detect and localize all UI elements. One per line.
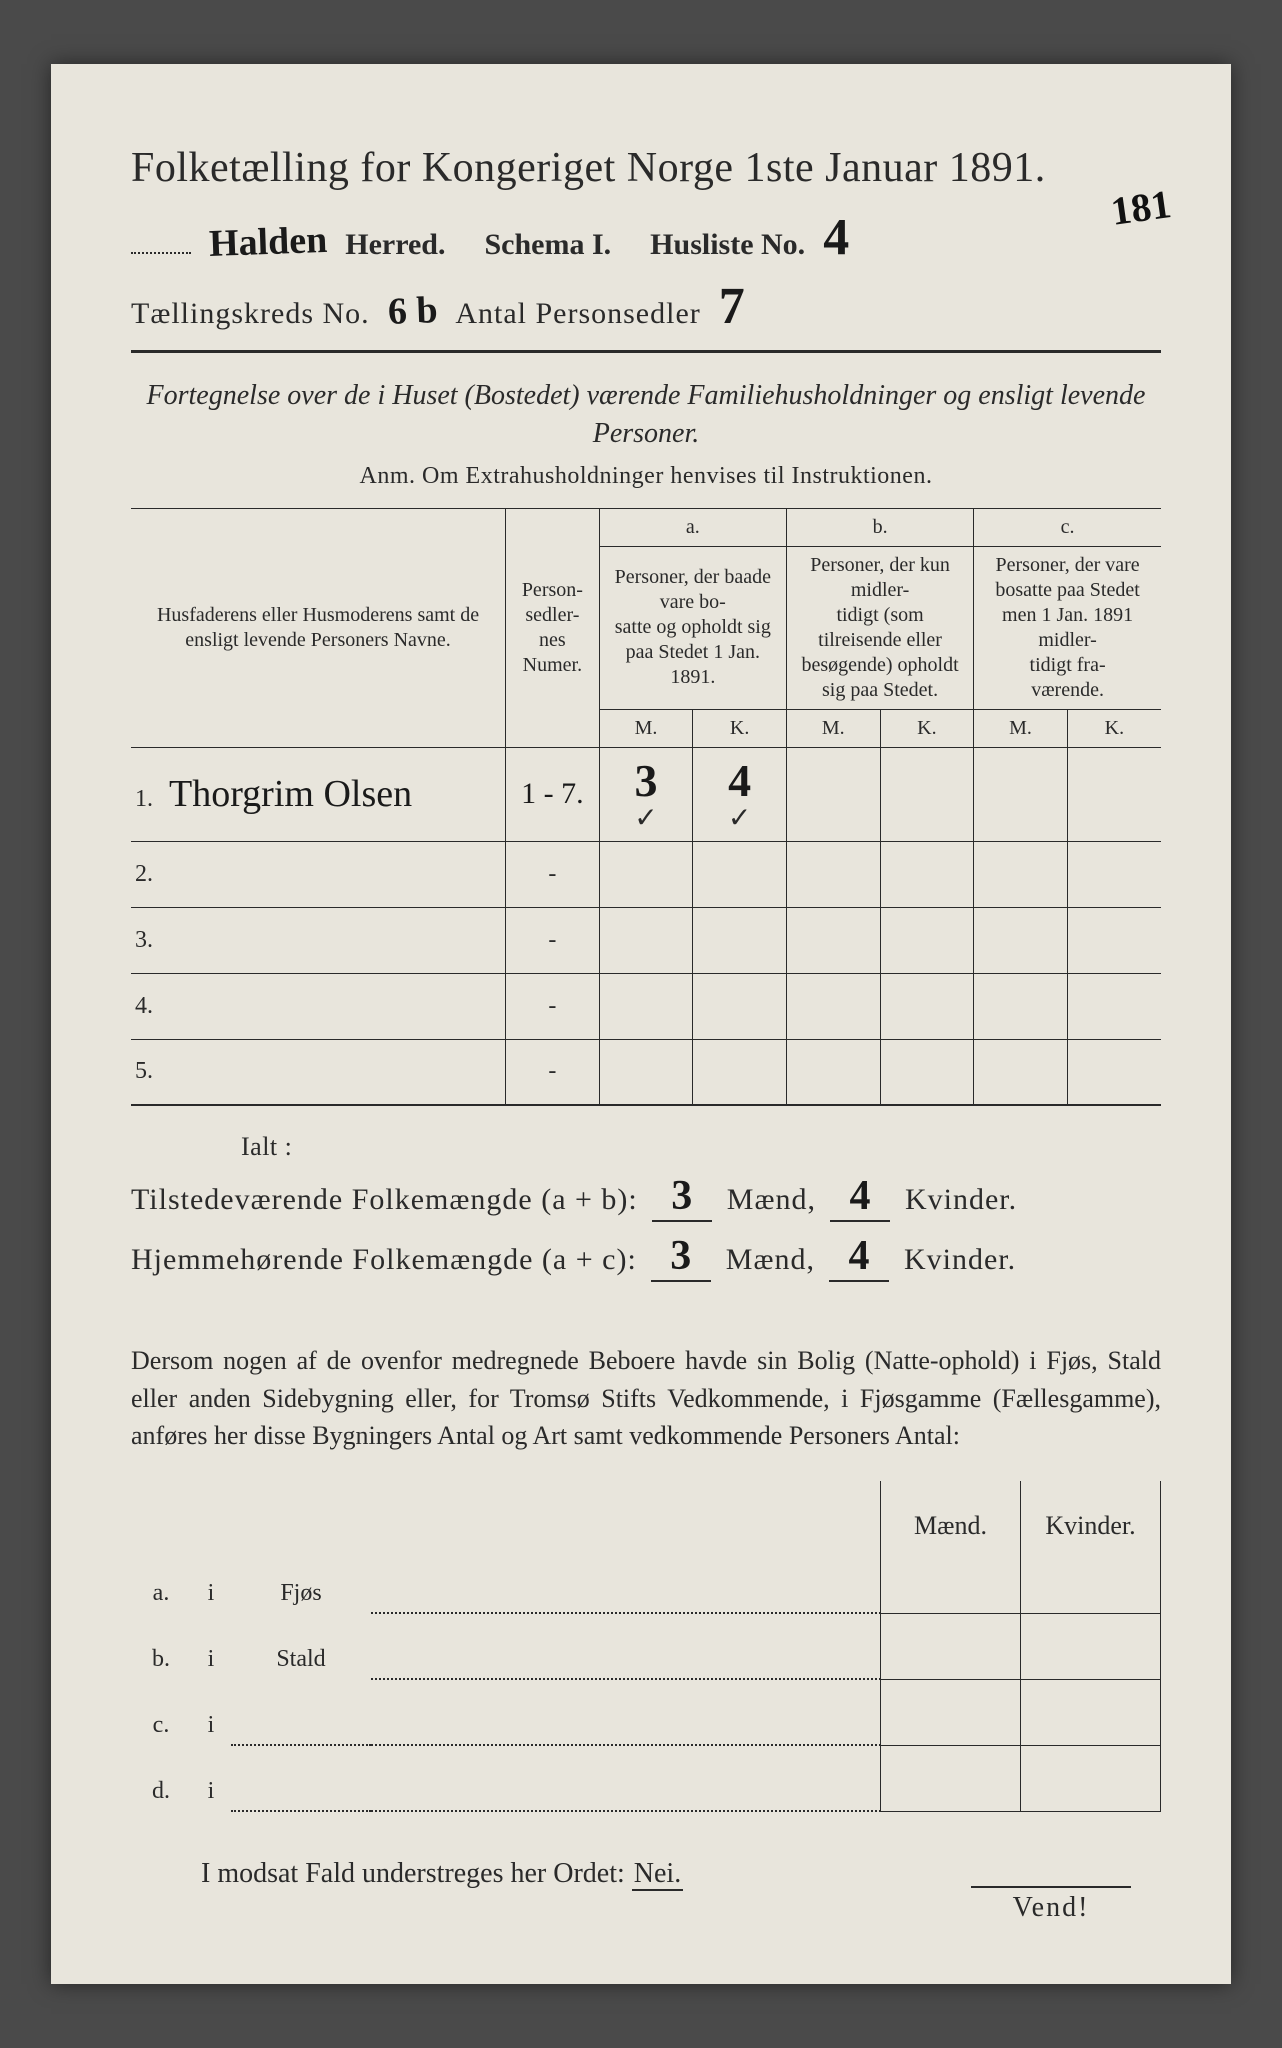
col-b-k: K. [880,709,974,747]
row-index: 5. [135,1058,163,1085]
col-group-b-text: Personer, der kun midler- tidigt (som ti… [786,546,973,709]
lower-kvinder-header: Kvinder. [1021,1481,1161,1547]
row-label: Fjøs [231,1547,371,1613]
divider [131,350,1161,353]
building-row: b. i Stald [131,1613,1161,1679]
lower-maend-header: Mænd. [881,1481,1021,1547]
kreds-value: 6 b [381,288,444,334]
totals-2-label: Hjemmehørende Folkemængde (a + c): [131,1243,637,1276]
husliste-label: Husliste No. [650,228,805,262]
row-key: a. [131,1547,191,1613]
nei-label: I modsat Fald understreges her Ordet: [201,1858,625,1889]
form-subtitle: Fortegnelse over de i Huset (Bostedet) v… [131,377,1161,453]
col-c-m: M. [974,709,1068,747]
header-line-2: Tællingskreds No. 6 b Antal Personsedler… [131,277,1161,336]
row-key: d. [131,1745,191,1811]
col-group-a-label: a. [599,508,786,546]
table-row: 1. Thorgrim Olsen 1 - 7. 3 ✓ 4 ✓ [131,747,1161,841]
nei-word: Nei. [632,1858,683,1891]
herred-label: Herred. [345,228,445,262]
row-index: 2. [135,861,163,888]
col-header-number: Person- sedler- nes Numer. [506,508,600,747]
row-index: 4. [135,993,163,1020]
totals-1-k: 4 [830,1172,890,1222]
margin-scribble: 181 [1108,180,1174,235]
col-a-m: M. [599,709,693,747]
building-row: d. i [131,1745,1161,1811]
row-i: i [191,1613,231,1679]
herred-value: Halden [202,218,334,267]
row-i: i [191,1679,231,1745]
row-label: Stald [231,1613,371,1679]
col-group-b-label: b. [786,508,973,546]
row-i: i [191,1547,231,1613]
kvinder-label: Kvinder. [904,1243,1016,1276]
row-name: Thorgrim Olsen [169,773,412,815]
schema-label: Schema I. [485,228,612,262]
totals-2-m: 3 [651,1232,711,1282]
totals-1-m: 3 [652,1172,712,1222]
totals-line-1: Tilstedeværende Folkemængde (a + b): 3 M… [131,1172,1161,1222]
table-row: 4. - [131,973,1161,1039]
ialt-label: Ialt : [241,1132,1161,1162]
row-index: 1. [135,786,163,813]
antal-label: Antal Personsedler [455,297,700,331]
maend-label: Mænd, [727,1183,816,1216]
col-b-m: M. [786,709,880,747]
table-row: 5. - [131,1039,1161,1105]
maend-label: Mænd, [726,1243,815,1276]
husliste-value: 4 [817,208,855,267]
row-num: 1 - 7. [521,777,584,810]
row-num: - [506,973,600,1039]
col-header-name: Husfaderens eller Husmoderens samt de en… [131,508,506,747]
building-row: a. i Fjøs [131,1547,1161,1613]
row-a-k: 4 [722,754,757,807]
vend-label: Vend! [971,1886,1131,1924]
table-row: 3. - [131,907,1161,973]
paragraph: Dersom nogen af de ovenfor medregnede Be… [131,1342,1161,1455]
form-note: Anm. Om Extrahusholdninger henvises til … [131,463,1161,490]
row-num: - [506,1039,600,1105]
col-a-k: K. [693,709,787,747]
col-group-c-label: c. [974,508,1161,546]
kreds-label: Tællingskreds No. [131,297,370,331]
row-key: c. [131,1679,191,1745]
row-i: i [191,1745,231,1811]
row-num: - [506,907,600,973]
row-num: - [506,841,600,907]
census-table-body: 1. Thorgrim Olsen 1 - 7. 3 ✓ 4 ✓ 2. - [131,747,1161,1105]
kvinder-label: Kvinder. [905,1183,1017,1216]
building-row: c. i [131,1679,1161,1745]
tick-icon: ✓ [608,801,685,835]
totals-line-2: Hjemmehørende Folkemængde (a + c): 3 Mæn… [131,1232,1161,1282]
page-title: Folketælling for Kongeriget Norge 1ste J… [131,144,1161,192]
tick-icon: ✓ [701,801,778,835]
col-group-a-text: Personer, der baade vare bo- satte og op… [599,546,786,709]
building-table: Mænd. Kvinder. a. i Fjøs b. i Stald c. i… [131,1481,1161,1812]
row-a-m: 3 [629,754,664,807]
row-index: 3. [135,927,163,954]
census-form-page: Folketælling for Kongeriget Norge 1ste J… [51,64,1231,1984]
row-key: b. [131,1613,191,1679]
col-group-c-text: Personer, der vare bosatte paa Stedet me… [974,546,1161,709]
antal-value: 7 [713,277,751,336]
totals-2-k: 4 [829,1232,889,1282]
header-line-1: Halden Herred. Schema I. Husliste No. 4 [131,208,1161,267]
totals-1-label: Tilstedeværende Folkemængde (a + b): [131,1183,638,1216]
table-row: 2. - [131,841,1161,907]
col-c-k: K. [1067,709,1161,747]
census-table: Husfaderens eller Husmoderens samt de en… [131,508,1161,1107]
